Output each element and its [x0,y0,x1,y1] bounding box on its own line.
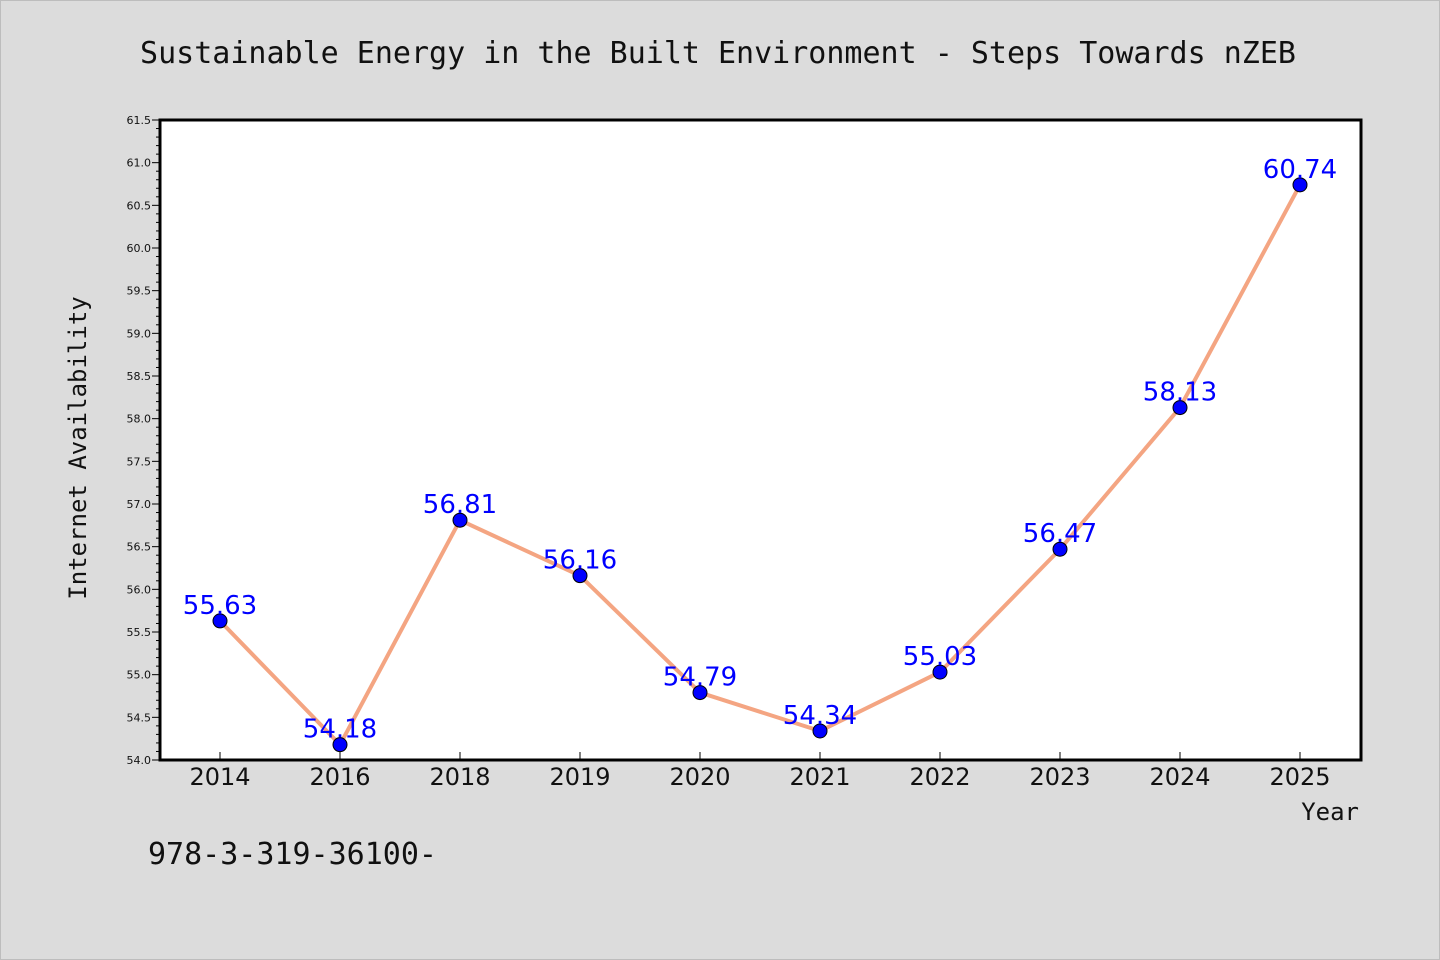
data-label: 56.81 [423,490,497,520]
data-label: 54.18 [303,715,377,745]
y-tick-label: 58.0 [127,413,152,426]
data-point [332,737,348,753]
data-series: 55.63 54.18 56.81 56.16 54.79 54.34 55.03 56.47… [183,155,1337,753]
data-point [1292,177,1308,193]
x-tick-label: 2014 [189,763,250,791]
data-point [692,685,708,701]
y-axis: 54.0 54.5 55.0 55.5 56.0 56.5 57.0 57.5 58.0 58.5… [127,114,160,767]
y-axis-label: Internet Availability [64,296,92,599]
y-tick-label: 54.5 [127,711,152,724]
y-tick-label: 59.5 [127,285,152,298]
data-label: 55.63 [183,591,257,621]
data-label: 54.79 [663,663,737,693]
x-tick-label: 2022 [909,763,970,791]
chart-title: Sustainable Energy in the Built Environm… [140,36,1296,71]
x-tick-label: 2023 [1029,763,1090,791]
data-point [1052,541,1068,557]
data-label: 54.34 [783,701,857,731]
data-point [812,723,828,739]
data-point [212,613,228,629]
y-tick-label: 56.5 [127,541,152,554]
x-axis-label: Year [1301,798,1359,826]
x-axis: 2014 2016 2018 2019 2020 2021 2022 2023 2024 2025 [189,752,1331,791]
data-point [572,568,588,584]
data-label: 56.16 [543,546,617,576]
y-tick-label: 57.5 [127,455,152,468]
data-point [1172,400,1188,416]
data-point [452,512,468,528]
x-tick-label: 2016 [309,763,370,791]
x-tick-label: 2018 [429,763,490,791]
y-tick-label: 61.0 [127,157,152,170]
plot-area [158,118,1363,762]
x-tick-label: 2019 [549,763,610,791]
y-tick-label: 56.0 [127,583,152,596]
x-tick-label: 2025 [1269,763,1330,791]
y-tick-label: 57.0 [127,498,152,511]
y-tick-label: 60.5 [127,199,152,212]
data-label: 56.47 [1023,519,1097,549]
y-tick-label: 60.0 [127,242,152,255]
data-label: 60.74 [1263,155,1337,185]
series-line [218,182,1302,747]
data-point [932,664,948,680]
x-tick-label: 2021 [789,763,850,791]
y-tick-label: 55.5 [127,626,152,639]
y-tick-label: 55.0 [127,669,152,682]
y-tick-label: 54.0 [127,754,152,767]
data-label: 55.03 [903,642,977,672]
data-label: 58.13 [1143,378,1217,408]
footnote-isbn: 978-3-319-36100- [148,837,437,872]
y-tick-label: 59.0 [127,327,152,340]
y-tick-label: 58.5 [127,370,152,383]
y-tick-label: 61.5 [127,114,152,127]
x-tick-label: 2024 [1149,763,1210,791]
x-tick-label: 2020 [669,763,730,791]
